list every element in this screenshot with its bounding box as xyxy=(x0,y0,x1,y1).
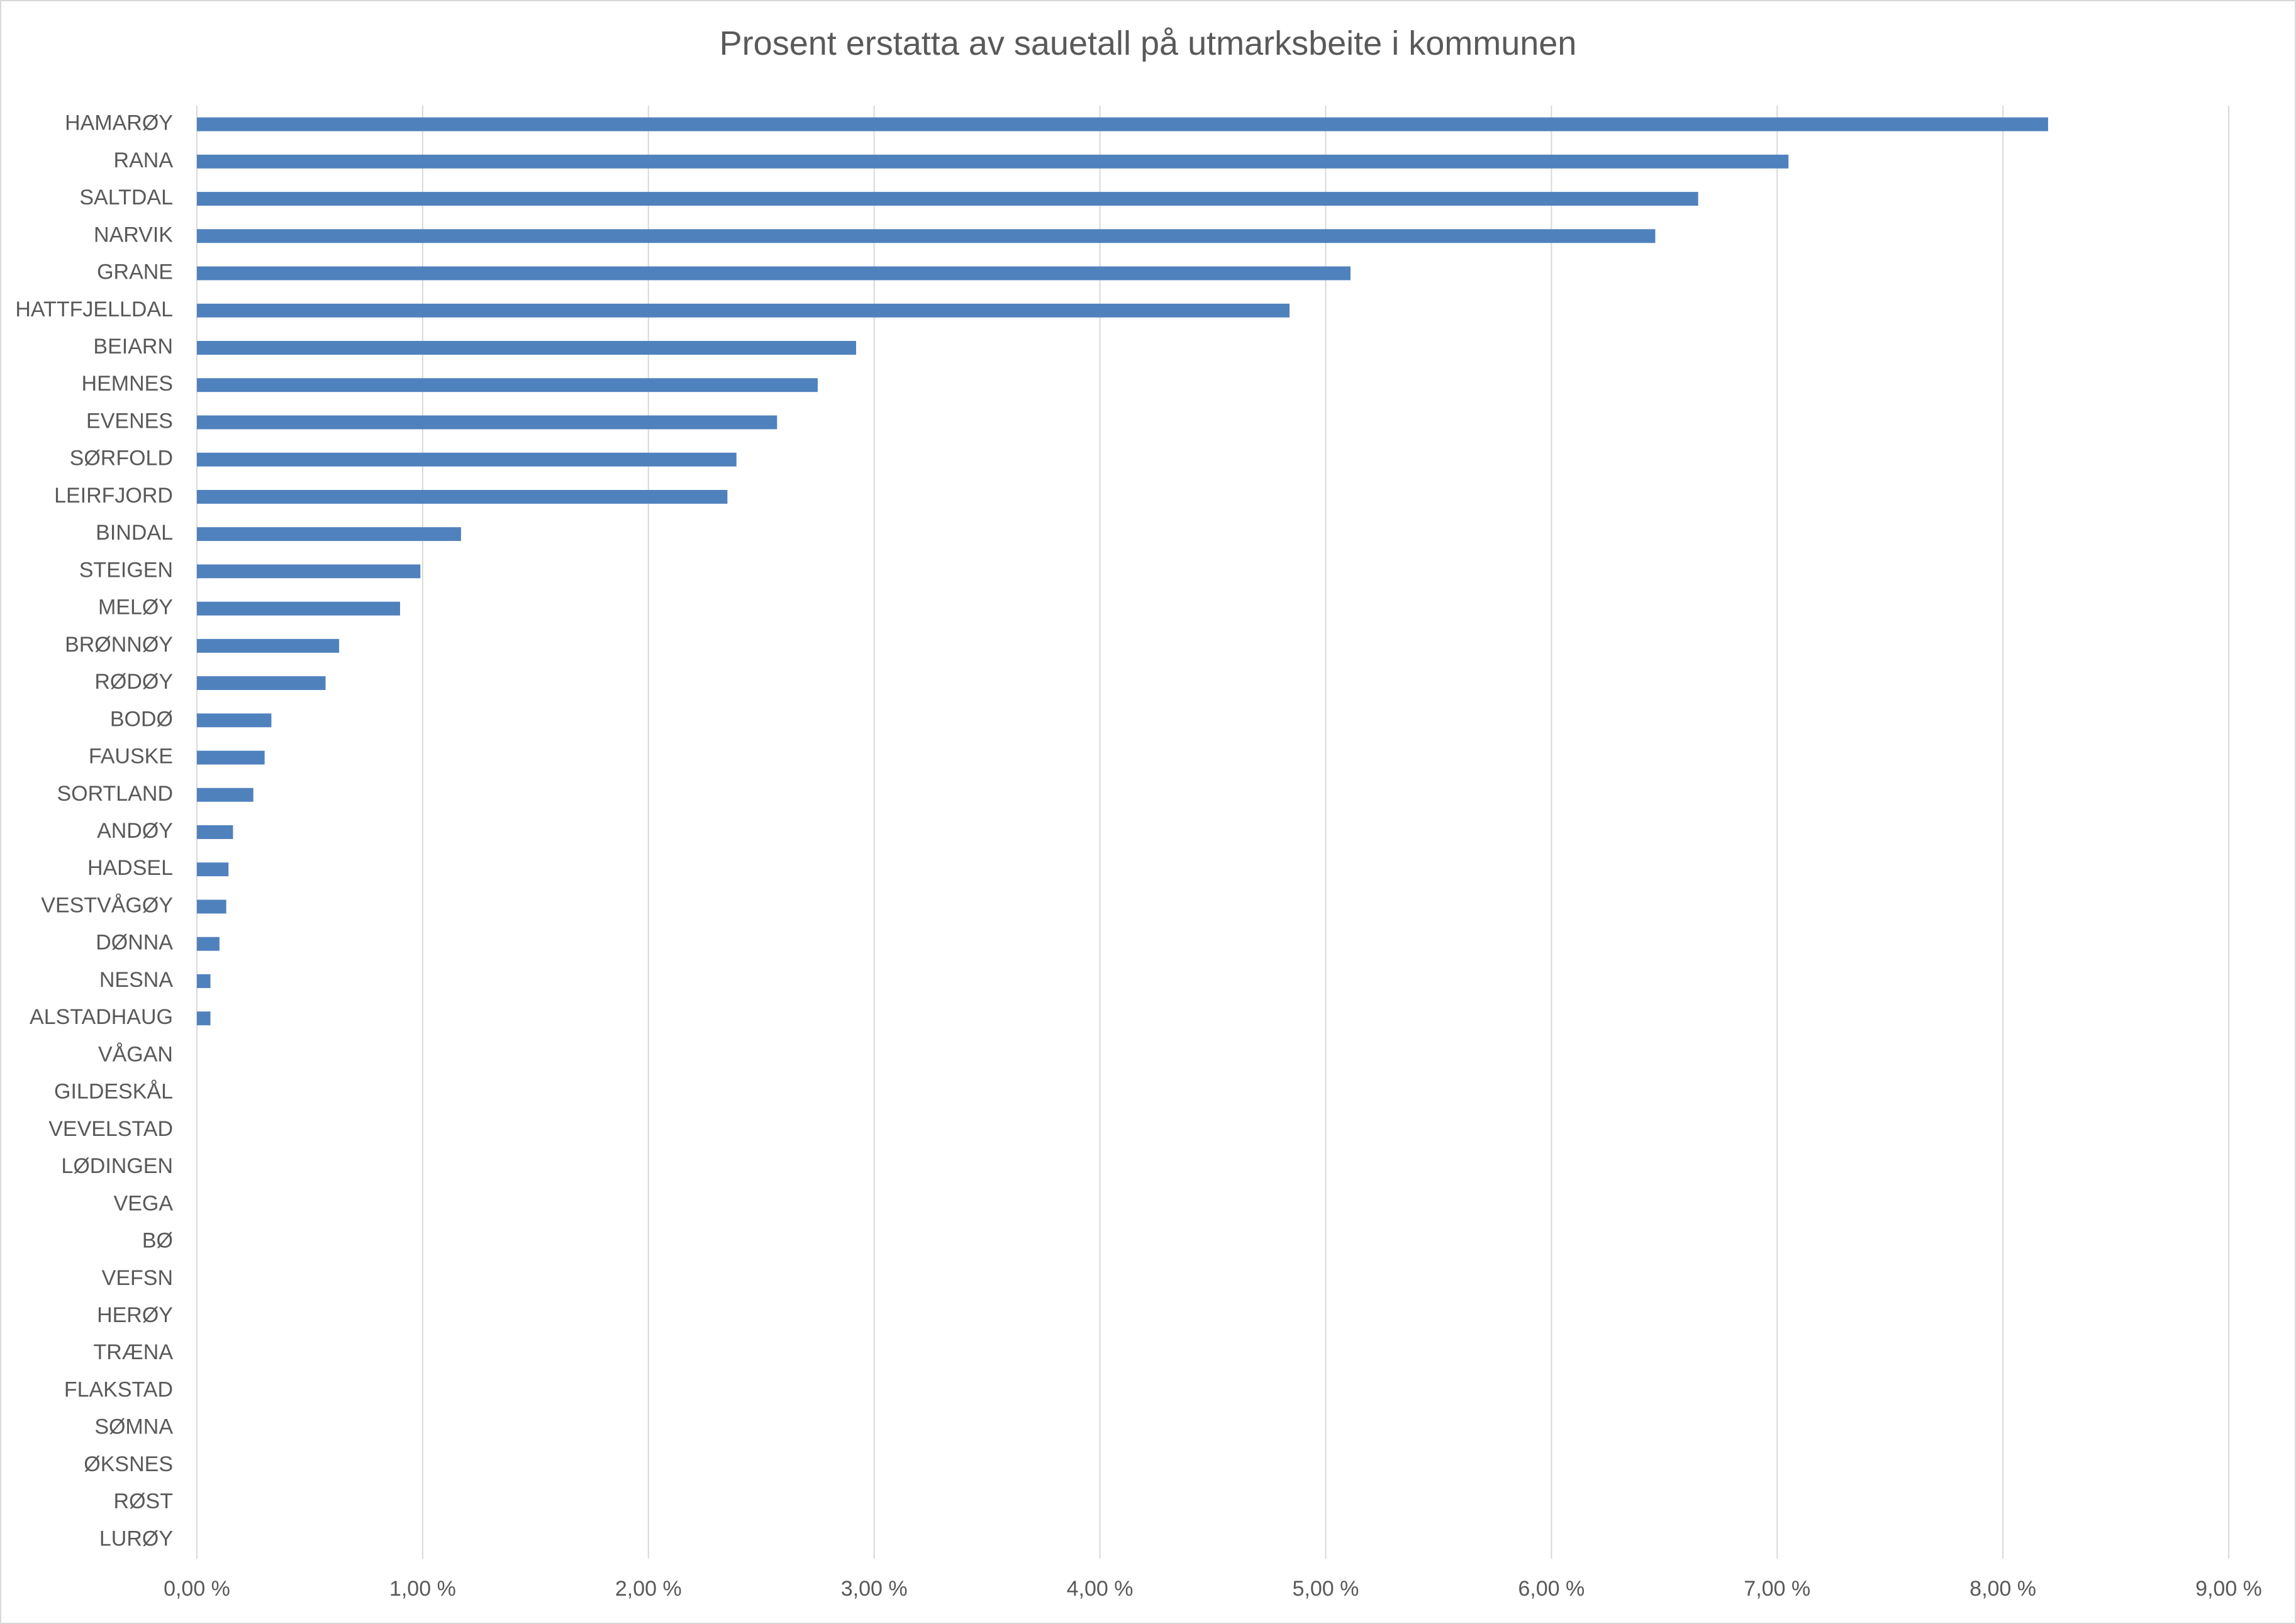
x-tick-label: 9,00 % xyxy=(2195,1577,2262,1601)
category-label: RANA xyxy=(114,148,174,172)
category-label: VEFSN xyxy=(102,1266,173,1290)
category-label: HATTFJELLDAL xyxy=(15,298,173,321)
x-tick-label: 7,00 % xyxy=(1744,1577,1810,1601)
bar xyxy=(197,937,220,951)
category-label: VESTVÅGØY xyxy=(41,893,173,917)
bar xyxy=(197,229,1656,243)
bar xyxy=(197,825,233,839)
bar xyxy=(197,303,1290,318)
bar xyxy=(197,378,818,392)
bar xyxy=(197,750,265,765)
x-tick-label: 2,00 % xyxy=(615,1577,682,1601)
bar xyxy=(197,787,254,802)
category-label: RØST xyxy=(114,1489,173,1513)
category-label: BEIARN xyxy=(93,335,173,359)
category-label: ANDØY xyxy=(97,819,173,843)
chart-title: Prosent erstatta av sauetall på utmarksb… xyxy=(719,25,1577,62)
x-tick-label: 4,00 % xyxy=(1067,1577,1134,1601)
category-label: NARVIK xyxy=(94,223,173,247)
category-label: STEIGEN xyxy=(79,558,173,582)
category-label: LØDINGEN xyxy=(61,1154,173,1178)
bar xyxy=(197,192,1698,206)
category-label: VÅGAN xyxy=(98,1042,173,1066)
x-tick-label: 6,00 % xyxy=(1518,1577,1585,1601)
category-label: BINDAL xyxy=(96,521,173,545)
x-tick-label: 0,00 % xyxy=(164,1577,230,1601)
bar xyxy=(197,862,229,877)
category-label: HERØY xyxy=(97,1303,173,1327)
x-tick-label: 1,00 % xyxy=(389,1577,456,1601)
category-label: SORTLAND xyxy=(57,782,173,806)
category-label: SALTDAL xyxy=(79,186,173,209)
x-tick-label: 8,00 % xyxy=(1970,1577,2036,1601)
category-label: BØ xyxy=(142,1229,173,1253)
bar xyxy=(197,564,421,579)
category-label: NESNA xyxy=(99,968,173,992)
x-axis-tick-labels: 0,00 % 1,00 % 2,00 % 3,00 % 4,00 % 5,00 % 6,00… xyxy=(164,1577,2262,1601)
category-label: LURØY xyxy=(99,1527,173,1550)
category-label: MELØY xyxy=(98,596,173,620)
bars xyxy=(197,117,2048,1026)
category-label: BODØ xyxy=(110,707,173,731)
bar xyxy=(197,117,2048,131)
bar xyxy=(197,713,272,728)
category-label: GRANE xyxy=(97,260,173,284)
bar xyxy=(197,676,326,691)
gridlines xyxy=(196,106,2229,1559)
category-label: EVENES xyxy=(86,409,173,433)
category-label: ØKSNES xyxy=(84,1452,173,1476)
bar xyxy=(197,489,728,504)
category-label: HADSEL xyxy=(87,856,173,880)
category-label: SØRFOLD xyxy=(70,447,173,470)
category-label: BRØNNØY xyxy=(65,633,173,657)
category-label: RØDØY xyxy=(94,670,173,694)
category-label: VEGA xyxy=(114,1191,174,1215)
bar xyxy=(197,415,777,430)
bar xyxy=(197,899,226,914)
bar xyxy=(197,154,1789,169)
category-label: ALSTADHAUG xyxy=(30,1005,173,1029)
category-label: HAMARØY xyxy=(65,111,173,135)
category-label: GILDESKÅL xyxy=(54,1080,173,1104)
x-tick-label: 5,00 % xyxy=(1293,1577,1359,1601)
bar xyxy=(197,601,400,616)
category-label: SØMNA xyxy=(94,1415,173,1439)
category-label: DØNNA xyxy=(96,931,173,955)
category-label: HEMNES xyxy=(82,372,173,396)
category-label: FAUSKE xyxy=(89,745,173,769)
bar xyxy=(197,452,737,467)
category-label: LEIRFJORD xyxy=(54,484,173,508)
bar xyxy=(197,266,1351,281)
category-label: VEVELSTAD xyxy=(48,1117,173,1141)
category-label: TRÆNA xyxy=(93,1340,173,1364)
bar xyxy=(197,527,461,542)
x-tick-label: 3,00 % xyxy=(841,1577,908,1601)
bar xyxy=(197,341,856,355)
bar xyxy=(197,974,211,988)
category-labels: HAMARØY RANA SALTDAL NARVIK GRANE HATTFJELLDA… xyxy=(15,111,173,1551)
bar xyxy=(197,1011,211,1026)
category-label: FLAKSTAD xyxy=(64,1377,173,1401)
bar xyxy=(197,638,340,653)
